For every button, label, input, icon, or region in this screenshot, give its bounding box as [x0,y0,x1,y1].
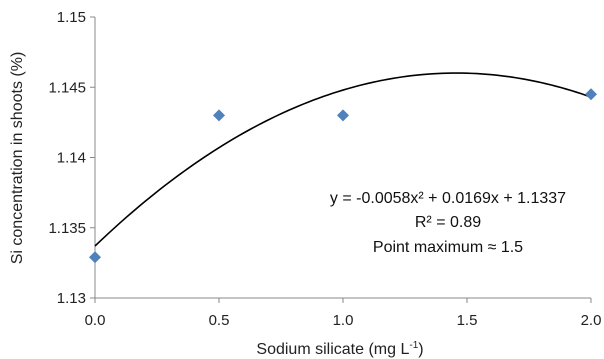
data-point-marker [89,251,101,264]
x-axis-ticks: 0.0 0.5 1.0 1.5 2.0 [85,298,602,329]
x-tick-label: 0.0 [85,312,106,329]
x-axis-title-superscript: -1 [409,340,418,351]
maximum-annotation: Point maximum ≈ 1.5 [373,239,523,256]
equation-annotation: y = -0.0058x² + 0.0169x + 1.1337 [330,190,566,207]
data-points [89,88,597,264]
data-point-marker [337,109,349,122]
r-squared-annotation: R² = 0.89 [415,214,481,231]
x-tick-label: 1.5 [457,312,478,329]
y-axis-title: Si concentration in shoots (%) [9,52,26,265]
y-tick-label: 1.15 [57,9,86,26]
y-tick-label: 1.13 [57,290,86,307]
y-tick-label: 1.14 [57,150,86,167]
x-tick-label: 1.0 [333,312,354,329]
data-point-marker [585,88,597,101]
x-tick-label: 0.5 [209,312,230,329]
y-tick-label: 1.135 [48,220,86,237]
x-axis-title-main: Sodium silicate (mg L [256,341,409,358]
y-axis-ticks: 1.13 1.135 1.14 1.145 1.15 [48,9,95,307]
data-point-marker [213,109,225,122]
x-tick-label: 2.0 [581,312,602,329]
fit-curve [94,72,592,247]
y-tick-label: 1.145 [48,79,86,96]
x-axis-title: Sodium silicate (mg L-1) [256,340,423,358]
x-axis-title-end: ) [418,341,423,358]
